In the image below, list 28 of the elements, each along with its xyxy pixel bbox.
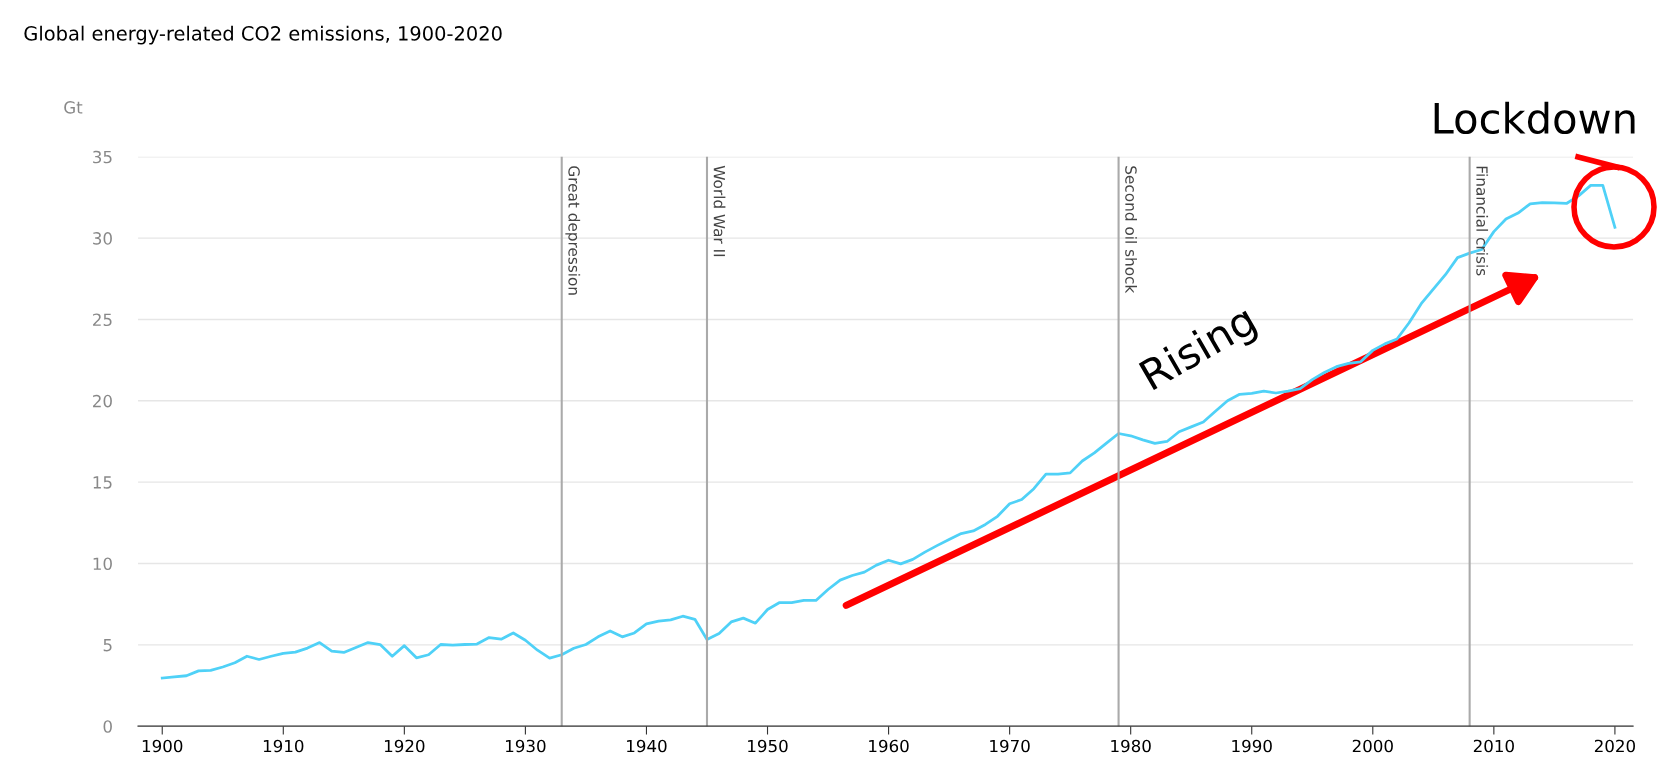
ref-line-label: Great depression xyxy=(565,166,581,295)
y-tick-label: 15 xyxy=(93,476,112,489)
y-tick-label: 0 xyxy=(103,720,112,733)
text: Lockdown xyxy=(1434,101,1635,135)
x-tick-label: 1900 xyxy=(142,739,183,753)
x-tick-label: 1910 xyxy=(263,739,304,753)
x-tick-label: 1930 xyxy=(506,739,546,753)
x-tick-label: 2010 xyxy=(1473,739,1514,753)
y-tick-label: 35 xyxy=(93,150,112,164)
ref-line-label: Second oil shock xyxy=(1125,166,1137,294)
x-tick-label: 1960 xyxy=(869,739,909,753)
ref-line-label: World War II xyxy=(713,165,726,257)
x-tick-label: 1990 xyxy=(1232,739,1272,753)
y-axis-title: Gt xyxy=(64,101,83,114)
y-tick-label: 20 xyxy=(93,394,112,408)
y-tick-label: 10 xyxy=(93,557,112,571)
x-tick-label: 1950 xyxy=(748,739,788,753)
y-tick-label: 5 xyxy=(103,639,112,652)
x-tick-label: 1940 xyxy=(627,739,667,753)
x-tick-label: 1980 xyxy=(1111,739,1151,753)
x-tick-label: 1970 xyxy=(990,739,1030,753)
chart-title: Global energy-related CO2 emissions, 1900-2020 xyxy=(24,25,502,45)
x-tick-label: 1920 xyxy=(384,739,425,753)
y-tick-label: 25 xyxy=(93,313,112,327)
ref-line-label: Financial crisis xyxy=(1476,166,1489,276)
x-tick-label: 2000 xyxy=(1352,739,1393,753)
x-tick-label: 2020 xyxy=(1594,739,1636,753)
y-tick-label: 30 xyxy=(93,232,112,245)
